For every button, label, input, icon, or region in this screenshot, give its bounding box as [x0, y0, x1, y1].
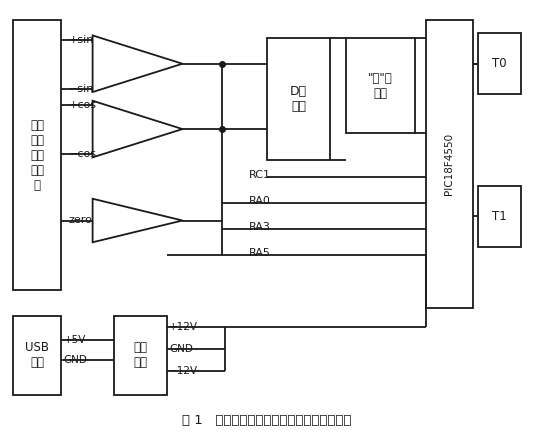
Bar — [426, 20, 473, 307]
Text: T0: T0 — [492, 57, 507, 70]
Bar — [267, 37, 331, 160]
Text: RA5: RA5 — [248, 248, 270, 258]
Text: zero: zero — [69, 216, 93, 225]
Text: 图 1   光栅位移传感器检测系统硬件电路框图: 图 1 光栅位移传感器检测系统硬件电路框图 — [182, 415, 352, 427]
Text: PIC18F4550: PIC18F4550 — [444, 133, 454, 195]
Text: 电源
模块: 电源 模块 — [133, 341, 147, 370]
Polygon shape — [92, 35, 183, 92]
Text: −12V: −12V — [169, 366, 198, 376]
Text: RA0: RA0 — [248, 196, 270, 206]
Bar — [478, 186, 521, 247]
Text: "与"门
电路: "与"门 电路 — [368, 71, 393, 100]
Text: GND: GND — [169, 344, 193, 354]
Text: T1: T1 — [492, 209, 507, 223]
Bar — [13, 316, 61, 395]
Text: +cos: +cos — [69, 100, 97, 110]
Text: GND: GND — [64, 355, 88, 365]
Text: −cos: −cos — [69, 149, 97, 159]
Bar — [346, 37, 415, 134]
Text: RC1: RC1 — [248, 170, 271, 180]
Text: +sin: +sin — [69, 35, 94, 45]
Text: −sin: −sin — [69, 83, 94, 93]
Bar — [13, 20, 61, 290]
Text: +5V: +5V — [64, 335, 86, 345]
Text: 光栅
位移
传感
器接
口: 光栅 位移 传感 器接 口 — [30, 119, 44, 192]
Polygon shape — [92, 199, 183, 242]
Text: D触
发器: D触 发器 — [290, 85, 307, 112]
Bar — [478, 33, 521, 94]
Text: +12V: +12V — [169, 322, 198, 332]
Bar — [114, 316, 167, 395]
Text: RA3: RA3 — [248, 222, 270, 232]
Polygon shape — [92, 101, 183, 157]
Text: USB
接口: USB 接口 — [25, 341, 49, 370]
